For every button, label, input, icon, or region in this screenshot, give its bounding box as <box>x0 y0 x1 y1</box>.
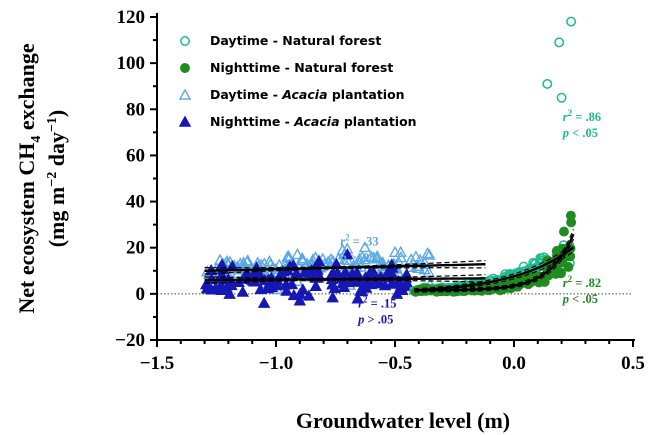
data-point <box>423 248 436 260</box>
x-tick-label: 0.0 <box>502 353 526 374</box>
data-point <box>236 285 250 297</box>
data-point <box>302 289 316 301</box>
legend-label-night_aca: Nighttime - Acacia plantation <box>210 114 417 129</box>
legend: Daytime - Natural forest Nighttime - Natu… <box>178 33 417 129</box>
y-tick-label: −20 <box>115 330 145 351</box>
annotation-p: p < .05 <box>562 126 598 140</box>
y-tick-label: 60 <box>126 145 145 166</box>
data-point <box>341 253 354 265</box>
data-point <box>400 276 414 288</box>
data-point <box>358 240 372 253</box>
y-axis-title-units: (mg m−2 day−1) <box>44 110 69 248</box>
annotation-r2: r2 = .15 <box>358 295 396 311</box>
data-point <box>225 278 238 291</box>
data-point <box>291 248 304 260</box>
annotation-p: p < .05 <box>562 292 598 306</box>
legend-marker-night_nat <box>180 63 190 73</box>
data-point <box>565 251 576 262</box>
data-point <box>371 249 384 262</box>
x-tick-label: 0.5 <box>621 353 645 374</box>
data-point <box>341 275 354 288</box>
legend-marker-night_aca <box>178 115 192 127</box>
data-point <box>542 78 553 89</box>
data-point <box>326 291 339 303</box>
data-point <box>539 276 550 287</box>
data-point <box>285 277 299 290</box>
data-point <box>282 249 295 261</box>
data-point <box>354 284 367 296</box>
series-day_nat <box>409 16 577 297</box>
x-tick-label: −1.5 <box>140 353 175 374</box>
annotation-r2: r2 = .33 <box>340 232 378 248</box>
y-tick-label: 100 <box>117 53 146 74</box>
data-point <box>367 251 380 263</box>
data-point <box>220 254 234 267</box>
y-tick-label: 40 <box>126 192 145 213</box>
confidence-band-upper-day_nat <box>414 242 574 290</box>
data-point <box>556 92 567 103</box>
fit-line-night_nat <box>414 233 575 292</box>
series-night_nat <box>410 210 577 297</box>
data-point <box>554 37 565 48</box>
data-point <box>355 250 369 262</box>
data-point <box>367 275 381 287</box>
data-point <box>566 217 577 228</box>
data-point <box>351 292 364 304</box>
data-point <box>563 262 574 272</box>
data-point <box>559 226 569 237</box>
data-point <box>254 282 267 295</box>
data-point <box>312 255 326 267</box>
data-point <box>293 294 307 306</box>
x-axis-title: Groundwater level (m) <box>296 408 510 433</box>
legend-marker-day_nat <box>180 36 190 46</box>
annotation-p: p > .05 <box>339 250 375 264</box>
y-tick-label: 80 <box>126 99 145 120</box>
confidence-band-upper-night_nat <box>414 228 575 290</box>
y-tick-label: 0 <box>136 284 146 305</box>
data-point <box>324 252 338 265</box>
data-point <box>326 278 339 290</box>
data-point <box>367 265 380 277</box>
data-point <box>364 250 378 262</box>
fit-line-night_aca <box>204 277 486 282</box>
legend-label-night_nat: Nighttime - Natural forest <box>210 60 393 75</box>
legend-label-day_aca: Daytime - Acacia plantation <box>210 87 405 102</box>
data-point <box>298 265 311 278</box>
data-point <box>241 254 254 266</box>
data-point <box>265 280 279 293</box>
x-tick-label: −1.0 <box>259 353 294 374</box>
data-point <box>341 248 354 260</box>
data-point <box>257 296 271 308</box>
data-point <box>394 280 408 293</box>
data-point <box>566 16 577 27</box>
x-tick-label: −0.5 <box>378 353 413 374</box>
confidence-band-lower-night_nat <box>414 238 575 293</box>
y-tick-label: 20 <box>126 238 145 259</box>
data-point <box>421 247 434 259</box>
data-point <box>201 280 215 292</box>
data-point <box>392 275 405 287</box>
annotation-r2: r2 = .82 <box>563 274 601 290</box>
data-point <box>223 287 236 299</box>
data-point <box>309 279 323 291</box>
data-point <box>388 245 402 258</box>
annotation-r2: r2 = .86 <box>563 108 601 124</box>
legend-label-day_nat: Daytime - Natural forest <box>210 33 381 48</box>
legend-marker-day_aca <box>178 88 192 100</box>
data-point <box>321 255 335 267</box>
y-axis-title: Net ecosystem CH4 exchange <box>14 43 44 314</box>
data-point <box>215 283 228 296</box>
data-point <box>280 284 293 296</box>
data-point <box>336 243 349 255</box>
fit-line-day_aca <box>204 263 486 272</box>
y-tick-label: 120 <box>117 7 146 28</box>
annotation-p: p > .05 <box>357 313 393 327</box>
